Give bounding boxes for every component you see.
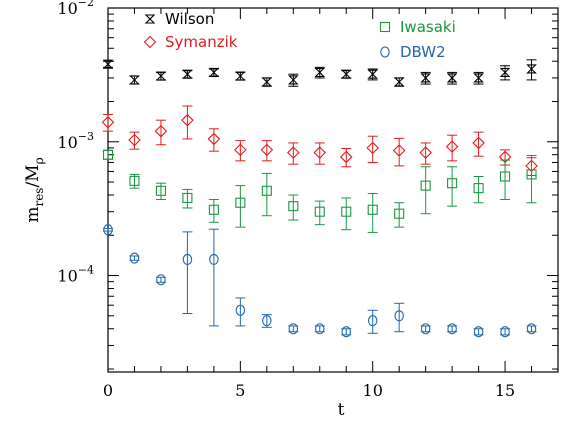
- dbw2-point: [235, 304, 246, 316]
- symanzik-point: [287, 146, 300, 159]
- x-tick-label: 15: [495, 381, 515, 400]
- iwasaki-point: [129, 175, 140, 186]
- x-tick-label: 10: [363, 381, 383, 400]
- y-tick-label: 10−3: [57, 130, 94, 152]
- dbw2-point: [394, 310, 404, 322]
- legend-label-symanzik: Symanzik: [165, 33, 238, 51]
- dbw2-point: [500, 326, 510, 338]
- symanzik-point: [419, 146, 432, 159]
- series-wilson: [102, 59, 537, 87]
- dbw2-point: [315, 323, 325, 335]
- iwasaki-point: [288, 201, 299, 212]
- y-tick-label: 10−4: [57, 264, 94, 286]
- dbw2-point: [473, 326, 484, 338]
- legend-marker-iwasaki: [379, 21, 391, 33]
- y-axis-label-sub: res: [32, 188, 46, 207]
- dbw2-point: [103, 224, 113, 236]
- wilson-point: [526, 64, 537, 74]
- x-tick-label: 0: [103, 381, 113, 400]
- wilson-point: [499, 67, 511, 77]
- x-tick-label: 5: [235, 381, 245, 400]
- symanzik-point: [154, 124, 168, 138]
- legend: Wilson Symanzik Iwasaki DBW2: [143, 10, 456, 61]
- wilson-point: [314, 67, 326, 77]
- iwasaki-point: [155, 185, 166, 196]
- y-axis-label-main: m: [23, 207, 43, 223]
- dbw2-point: [156, 274, 166, 286]
- iwasaki-point: [102, 149, 114, 160]
- iwasaki-point: [447, 178, 458, 189]
- dbw2-point: [262, 315, 272, 327]
- dbw2-point: [341, 326, 351, 338]
- iwasaki-point: [341, 206, 352, 217]
- wilson-point: [208, 67, 220, 77]
- dbw2-point: [447, 323, 457, 335]
- legend-label-wilson: Wilson: [165, 10, 214, 28]
- symanzik-point: [101, 115, 115, 129]
- axis-tick-labels: 0 5 10 15 10−4 10−3 10−2: [57, 0, 515, 400]
- symanzik-point: [260, 143, 274, 157]
- legend-label-dbw2: DBW2: [400, 43, 446, 61]
- symanzik-point: [313, 146, 327, 159]
- series-symanzik: [101, 105, 538, 176]
- wilson-point: [367, 69, 379, 79]
- legend-marker-symanzik: [143, 35, 157, 49]
- y-axis-label-den: /M: [23, 164, 43, 187]
- symanzik-point: [339, 150, 353, 164]
- plot-frame: [107, 7, 559, 373]
- iwasaki-point: [500, 171, 511, 182]
- dbw2-point: [288, 323, 299, 335]
- wilson-point: [129, 75, 140, 85]
- symanzik-point: [392, 144, 406, 157]
- dbw2-point: [526, 323, 537, 335]
- symanzik-point: [128, 133, 141, 147]
- series-dbw2: [103, 224, 537, 338]
- dbw2-point: [182, 253, 193, 265]
- legend-marker-dbw2: [380, 46, 390, 58]
- wilson-point: [235, 71, 246, 81]
- symanzik-point: [207, 132, 221, 146]
- iwasaki-point: [261, 185, 272, 196]
- iwasaki-point: [182, 192, 193, 204]
- series-iwasaki: [102, 149, 537, 233]
- y-axis-label: mres/Mρ: [23, 157, 46, 222]
- dbw2-point: [367, 315, 378, 327]
- y-axis-label-den-sub: ρ: [32, 157, 46, 164]
- dbw2-point: [420, 323, 431, 335]
- wilson-point: [102, 59, 114, 69]
- symanzik-point: [366, 141, 379, 155]
- symanzik-point: [445, 140, 459, 153]
- iwasaki-point: [235, 197, 246, 208]
- y-tick-label: 10−2: [57, 0, 94, 18]
- iwasaki-point: [394, 208, 405, 219]
- wilson-point: [340, 69, 352, 79]
- x-axis-label: t: [338, 400, 345, 420]
- data-points: [101, 59, 538, 338]
- wilson-point: [393, 77, 405, 87]
- wilson-point: [446, 73, 458, 83]
- wilson-point: [473, 73, 484, 83]
- wilson-point: [261, 77, 273, 87]
- iwasaki-point: [208, 204, 219, 215]
- legend-marker-wilson: [144, 14, 156, 24]
- iwasaki-point: [420, 180, 431, 191]
- wilson-point: [287, 75, 299, 85]
- wilson-point: [420, 73, 431, 83]
- iwasaki-point: [367, 204, 378, 215]
- symanzik-point: [181, 113, 194, 127]
- axis-ticks: [107, 7, 559, 372]
- symanzik-point: [234, 143, 247, 157]
- wilson-point: [155, 71, 167, 81]
- dbw2-point: [129, 252, 140, 264]
- iwasaki-point: [473, 183, 484, 194]
- iwasaki-point: [526, 169, 537, 180]
- dbw2-point: [209, 253, 219, 265]
- iwasaki-point: [314, 206, 325, 217]
- symanzik-point: [472, 136, 485, 150]
- svg-text:mres/Mρ: mres/Mρ: [23, 157, 46, 222]
- legend-label-iwasaki: Iwasaki: [400, 18, 456, 36]
- wilson-point: [182, 69, 193, 79]
